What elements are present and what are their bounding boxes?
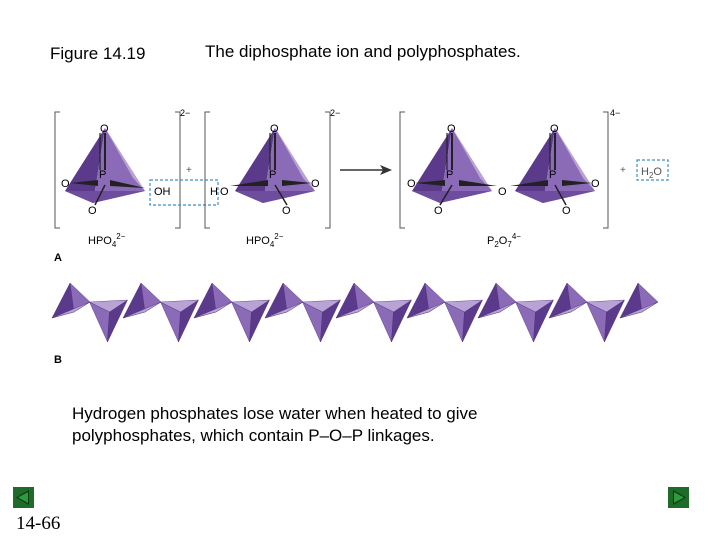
- p2o7-formula: P2O74−: [487, 232, 521, 249]
- caption-line: Hydrogen phosphates lose water when heat…: [72, 404, 478, 423]
- atom-o: O: [270, 123, 279, 135]
- atom-p: P: [269, 169, 276, 181]
- chain-tetrahedron: [122, 282, 162, 319]
- atom-p: P: [549, 169, 556, 181]
- chain-tetrahedron: [159, 299, 200, 343]
- diphosphate-diagram: P O O O OH 2− HPO42− + P O H O O O 2− HP…: [51, 108, 669, 366]
- p2o7-ion: P P O O O O O O O 4− P2O74−: [399, 108, 620, 249]
- atom-o: O: [282, 205, 291, 217]
- chain-tetrahedron: [585, 299, 626, 343]
- hpo4-ion-left: P O O O OH 2− HPO42−: [54, 108, 190, 249]
- hydrogen-label: H: [210, 186, 218, 198]
- bridging-oxygen: O: [498, 186, 507, 198]
- atom-o: O: [591, 178, 600, 190]
- charge-label: 2−: [330, 108, 340, 118]
- atom-o: O: [61, 178, 70, 190]
- water-formula: H2O: [641, 166, 662, 180]
- hpo4-formula-left: HPO42−: [88, 232, 126, 249]
- caption: Hydrogen phosphates lose water when heat…: [72, 403, 632, 447]
- figure-label: Figure 14.19: [50, 44, 146, 63]
- panel-a-label: A: [54, 252, 62, 264]
- reaction-arrow: [340, 165, 392, 175]
- chain-tetrahedron: [443, 299, 484, 343]
- chain-tetrahedron: [477, 282, 517, 319]
- polyphosphate-chain: [51, 282, 659, 343]
- atom-o: O: [100, 123, 109, 135]
- atom-o: O: [550, 123, 559, 135]
- chain-tetrahedron: [88, 299, 129, 343]
- hpo4-formula-right: HPO42−: [246, 232, 284, 249]
- page-number: 14-66: [16, 513, 61, 534]
- chain-tetrahedron: [264, 282, 304, 319]
- condensation-highlight-box: [149, 179, 219, 206]
- previous-slide-button[interactable]: [13, 487, 34, 508]
- chain-tetrahedron: [335, 282, 375, 319]
- hydroxyl-label: OH: [154, 186, 171, 198]
- charge-label: 4−: [610, 108, 620, 118]
- atom-p: P: [99, 169, 106, 181]
- chain-tetrahedron: [406, 282, 446, 319]
- panel-b-label: B: [54, 354, 62, 366]
- atom-o: O: [311, 178, 320, 190]
- water-highlight-box: [636, 159, 669, 181]
- hpo4-ion-right: P O H O O O 2− HPO42−: [204, 108, 340, 249]
- chain-tetrahedron: [548, 282, 588, 319]
- chain-tetrahedron: [372, 299, 413, 343]
- figure-title: The diphosphate ion and polyphosphates.: [205, 42, 521, 61]
- atom-o: O: [88, 205, 97, 217]
- atom-o: O: [447, 123, 456, 135]
- caption-line: polyphosphates, which contain P–O–P link…: [72, 426, 435, 445]
- chain-tetrahedron: [301, 299, 342, 343]
- atom-p: P: [446, 169, 453, 181]
- chain-tetrahedron: [193, 282, 233, 319]
- atom-o: O: [220, 186, 229, 198]
- chain-tetrahedron: [230, 299, 271, 343]
- chain-tetrahedron: [619, 282, 659, 319]
- atom-o: O: [407, 178, 416, 190]
- chain-tetrahedron: [514, 299, 555, 343]
- plus-sign: +: [620, 165, 626, 176]
- charge-label: 2−: [180, 108, 190, 118]
- plus-sign: +: [186, 165, 192, 176]
- next-slide-button[interactable]: [668, 487, 689, 508]
- atom-o: O: [562, 205, 571, 217]
- chain-tetrahedron: [51, 282, 91, 319]
- atom-o: O: [434, 205, 443, 217]
